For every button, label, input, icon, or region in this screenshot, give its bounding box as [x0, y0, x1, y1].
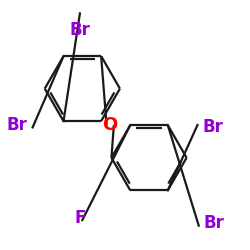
Text: Br: Br	[202, 118, 223, 136]
Text: O: O	[102, 116, 118, 134]
Text: F: F	[74, 209, 86, 227]
Text: Br: Br	[7, 116, 28, 134]
Text: Br: Br	[70, 21, 90, 39]
Text: Br: Br	[204, 214, 225, 232]
